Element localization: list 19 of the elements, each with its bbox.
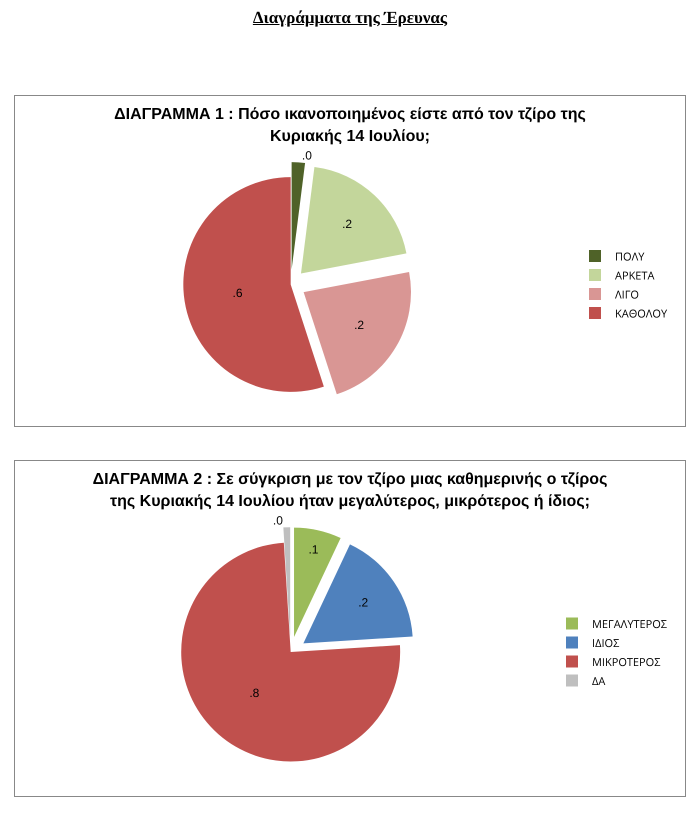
legend-label: ΚΑΘΟΛΟΥ: [615, 306, 668, 322]
legend-label: ΙΔΙΟΣ: [592, 636, 620, 651]
legend-label: ΜΙΚΡΟΤΕΡΟΣ: [592, 654, 660, 670]
data-label: .0: [302, 148, 312, 163]
legend-label: ΜΕΓΑΛΥΤΕΡΟΣ: [592, 616, 668, 632]
chart-title: ΔΙΑΓΡΑΜΜΑ 1 : Πόσο ικανοποιημένος είστε από τον τζίρο της Κυριακής 14 Ιουλίου;: [113, 105, 587, 147]
data-label: .2: [342, 217, 352, 232]
chart-title: ΔΙΑΓΡΑΜΜΑ 2 : Σε σύγκριση με τον τζίρο μιας καθημερινής ο τζίρος της Κυριακής 14 Ιουλίου ήταν μεγαλύτερος, μικρότερος ή ίδιος;: [92, 470, 608, 512]
legend-label: ΛΙΓΟ: [615, 287, 639, 302]
data-label: .0: [272, 513, 284, 528]
data-label: .8: [249, 686, 260, 700]
legend-label: ΔΑ: [592, 674, 606, 689]
text: Διαγράμματα της Έρευνας: [252, 7, 448, 29]
data-label: .1: [308, 542, 319, 557]
data-label: .2: [358, 596, 369, 610]
data-label: .6: [232, 286, 243, 300]
legend-label: ΠΟΛΥ: [615, 249, 646, 264]
data-label: .2: [354, 318, 364, 332]
legend-label: ΑΡΚΕΤΑ: [615, 268, 654, 284]
